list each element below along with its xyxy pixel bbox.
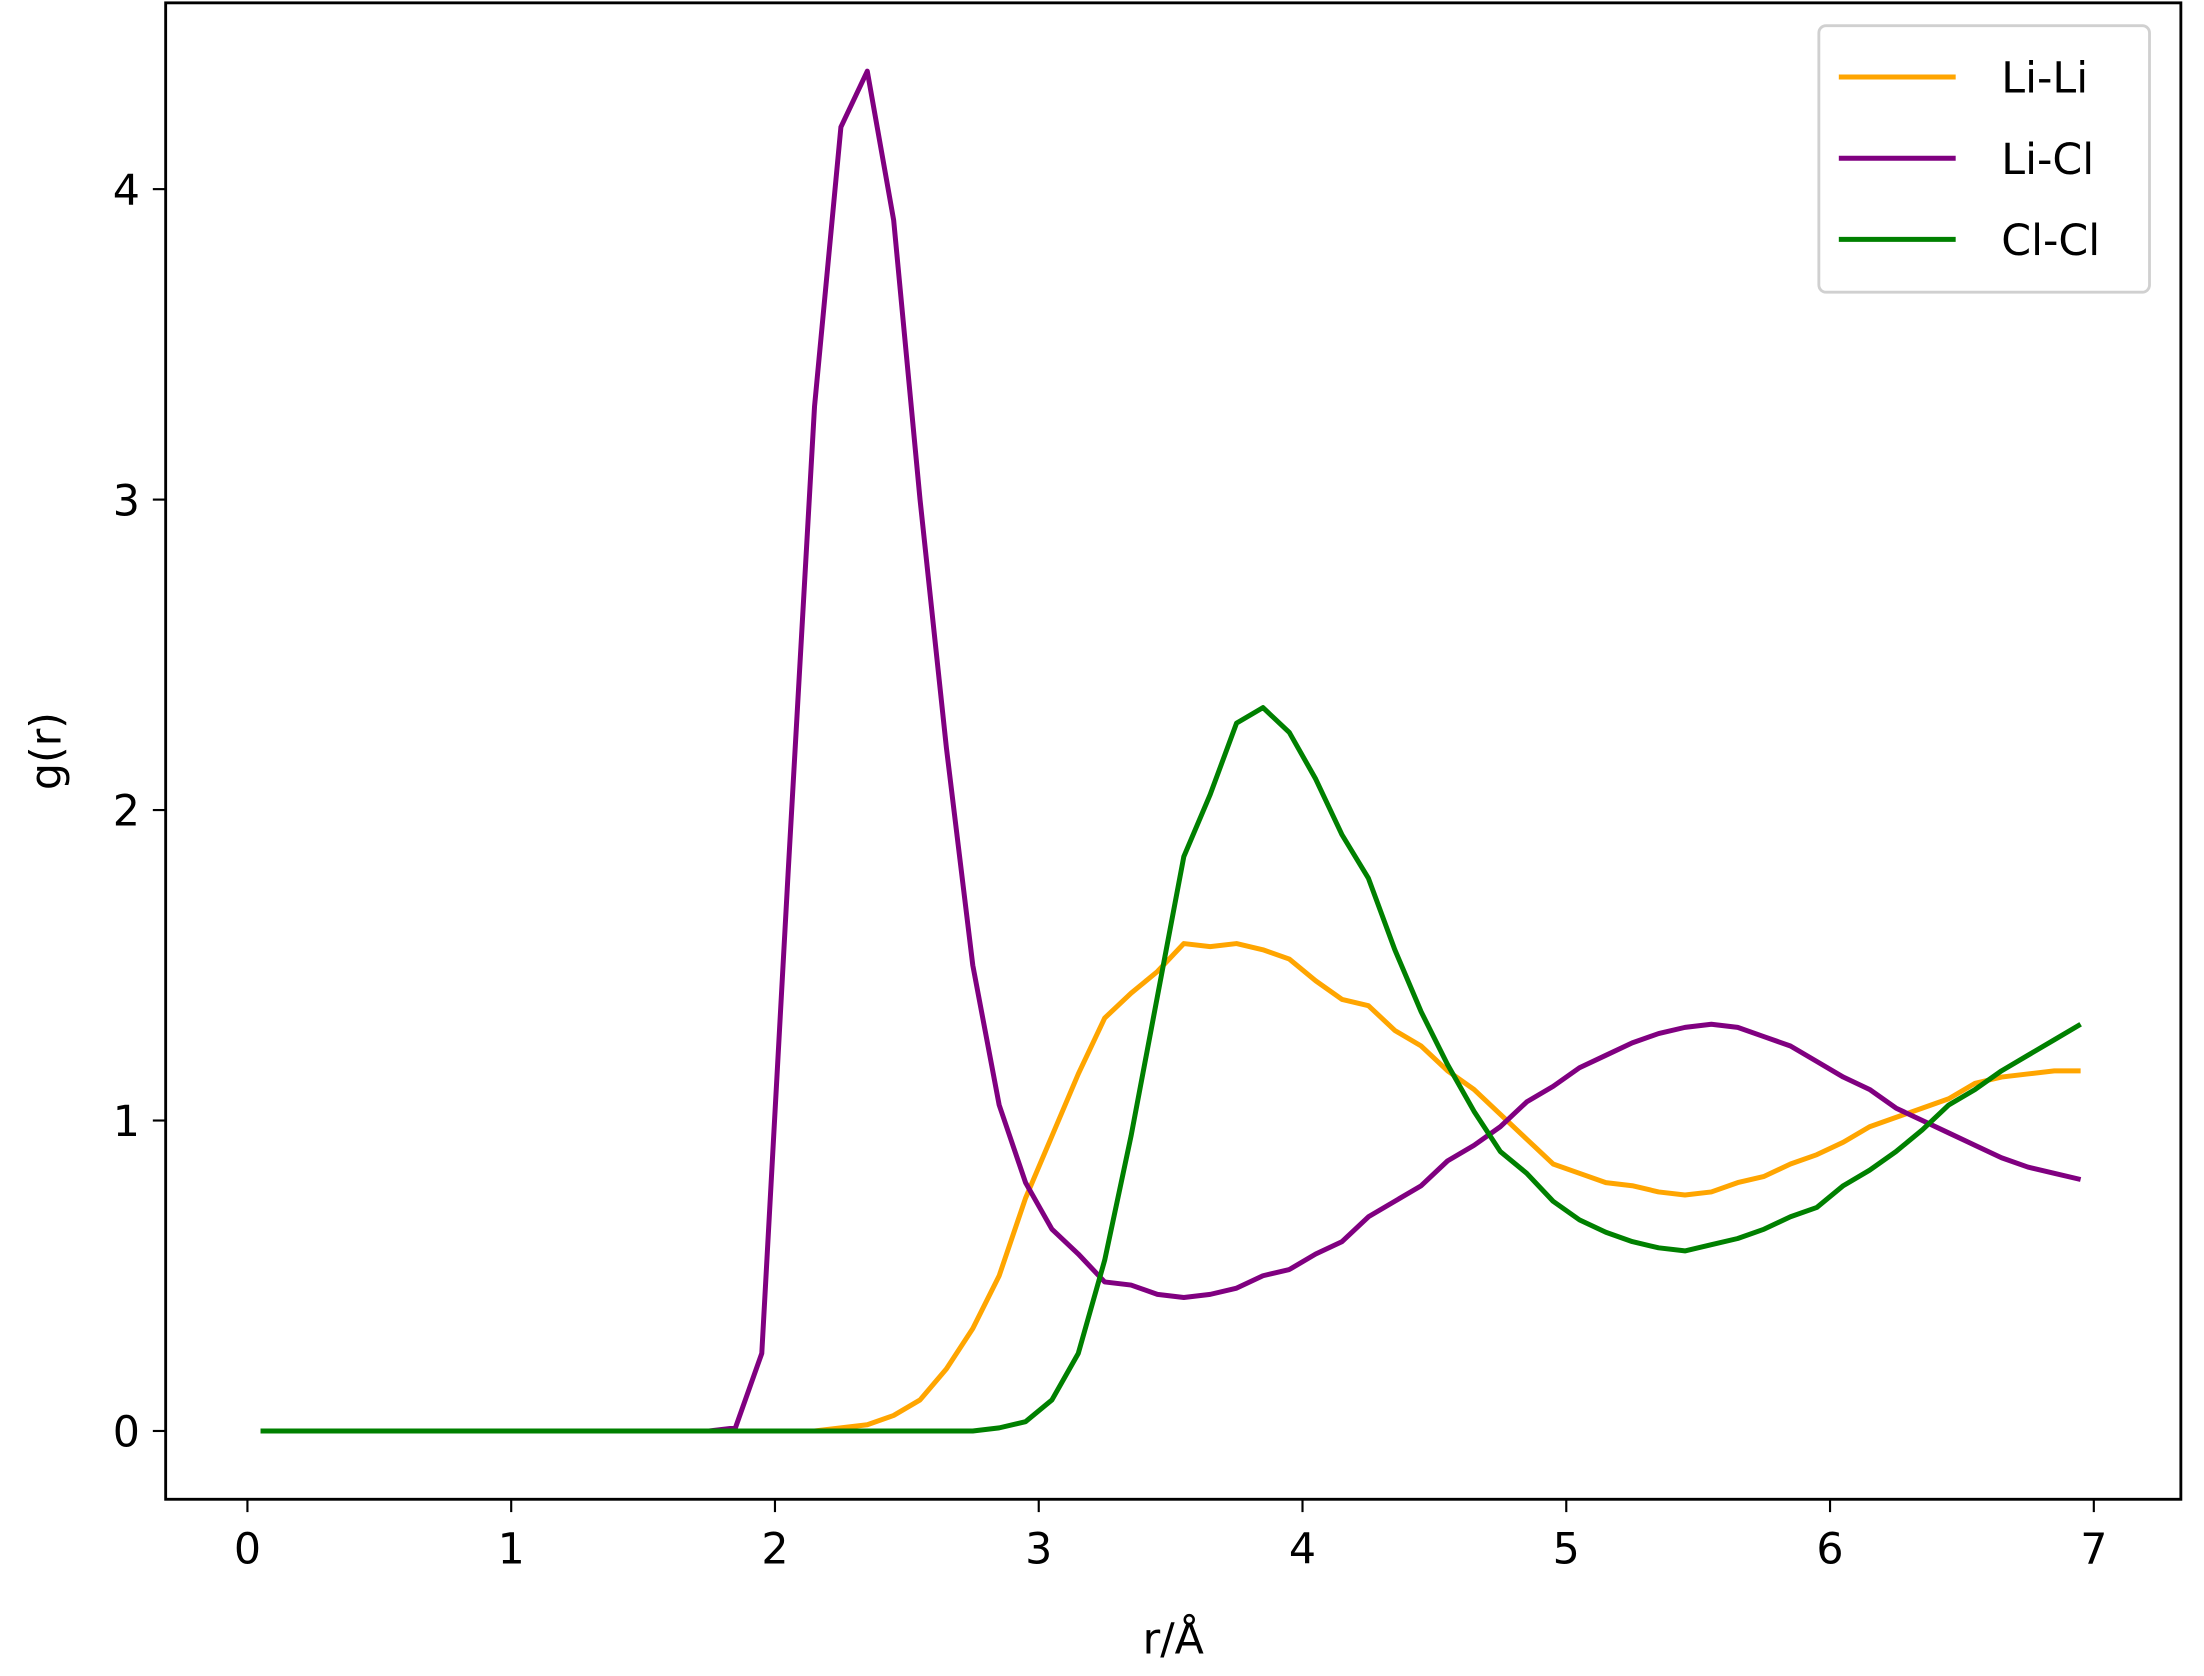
y-tick-label: 3 xyxy=(113,476,140,526)
line-series xyxy=(260,68,2082,1434)
x-tick-label: 3 xyxy=(1025,1524,1052,1574)
x-tick-label: 7 xyxy=(2080,1524,2107,1574)
x-tick-label: 2 xyxy=(761,1524,788,1574)
x-tick-label: 0 xyxy=(234,1524,261,1574)
y-tick-label: 1 xyxy=(113,1097,140,1147)
x-tick-label: 4 xyxy=(1289,1524,1316,1574)
legend-label: Cl-Cl xyxy=(2001,216,2100,266)
plot-frame xyxy=(164,1,2183,1501)
legend-label: Li-Li xyxy=(2001,54,2088,104)
line-series xyxy=(260,705,2082,1434)
x-axis-label: r/Å xyxy=(1143,1613,1204,1664)
line-series xyxy=(260,941,2081,1434)
x-tick-label: 1 xyxy=(498,1524,525,1574)
x-tick-label: 6 xyxy=(1816,1524,1843,1574)
y-tick-label: 0 xyxy=(113,1408,140,1458)
y-axis-label: g(r) xyxy=(21,712,71,790)
y-tick-label: 4 xyxy=(113,166,140,216)
y-tick-label: 2 xyxy=(113,787,140,837)
x-tick-label: 5 xyxy=(1553,1524,1580,1574)
legend-box xyxy=(1817,24,2151,294)
legend-label: Li-Cl xyxy=(2001,135,2094,185)
